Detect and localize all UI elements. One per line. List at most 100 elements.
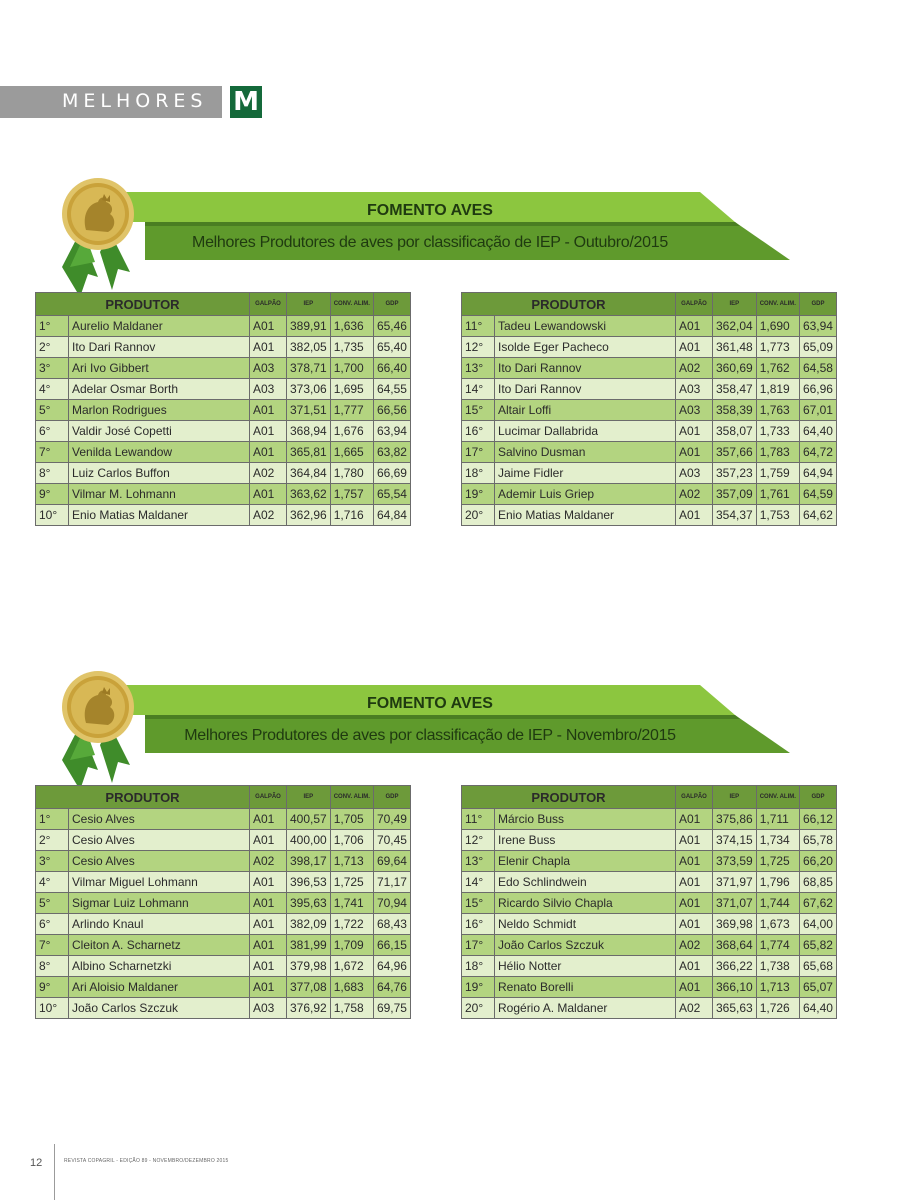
- col-galpao-header: GALPÃO: [675, 785, 713, 809]
- iep-value: 369,98: [712, 913, 757, 935]
- gdp-value: 70,94: [372, 892, 411, 914]
- conv-value: 1,796: [755, 871, 800, 893]
- table-row: 7° Venilda Lewandow A01 365,81 1,665 63,…: [35, 441, 411, 463]
- section-logo: M: [230, 86, 262, 118]
- rank-position: 2°: [35, 829, 69, 851]
- iep-value: 376,92: [286, 997, 331, 1019]
- table-header-row: PRODUTOR GALPÃO IEP CONV. ALIM. GDP: [35, 292, 411, 316]
- gdp-value: 66,15: [372, 934, 411, 956]
- table-row: 12° Isolde Eger Pacheco A01 361,48 1,773…: [461, 336, 837, 358]
- iep-value: 373,06: [286, 378, 331, 400]
- rank-position: 10°: [35, 504, 69, 526]
- producer-name: Arlindo Knaul: [68, 913, 250, 935]
- iep-value: 366,22: [712, 955, 757, 977]
- table-row: 4° Adelar Osmar Borth A03 373,06 1,695 6…: [35, 378, 411, 400]
- table-row: 2° Cesio Alves A01 400,00 1,706 70,45: [35, 829, 411, 851]
- rank-position: 9°: [35, 483, 69, 505]
- gdp-value: 64,00: [798, 913, 837, 935]
- rank-position: 15°: [461, 892, 495, 914]
- producer-name: João Carlos Szczuk: [494, 934, 676, 956]
- conv-value: 1,819: [755, 378, 800, 400]
- conv-value: 1,713: [755, 976, 800, 998]
- gdp-value: 65,40: [372, 336, 411, 358]
- rank-position: 5°: [35, 399, 69, 421]
- col-iep-header: IEP: [286, 292, 331, 316]
- producer-name: Altair Loffi: [494, 399, 676, 421]
- galpao-value: A01: [249, 336, 287, 358]
- conv-value: 1,733: [755, 420, 800, 442]
- galpao-value: A01: [249, 315, 287, 337]
- col-conv-header: CONV. ALIM.: [755, 292, 800, 316]
- rank-position: 7°: [35, 441, 69, 463]
- conv-value: 1,759: [755, 462, 800, 484]
- producer-name: Ito Dari Rannov: [68, 336, 250, 358]
- galpao-value: A01: [675, 976, 713, 998]
- iep-value: 379,98: [286, 955, 331, 977]
- rank-position: 8°: [35, 955, 69, 977]
- galpao-value: A01: [675, 871, 713, 893]
- rank-position: 20°: [461, 504, 495, 526]
- galpao-value: A01: [675, 955, 713, 977]
- galpao-value: A01: [675, 315, 713, 337]
- col-gdp-header: GDP: [798, 785, 837, 809]
- conv-value: 1,757: [329, 483, 374, 505]
- iep-value: 365,63: [712, 997, 757, 1019]
- table-row: 5° Marlon Rodrigues A01 371,51 1,777 66,…: [35, 399, 411, 421]
- producer-name: Elenir Chapla: [494, 850, 676, 872]
- galpao-value: A01: [249, 441, 287, 463]
- rank-position: 3°: [35, 357, 69, 379]
- col-galpao-header: GALPÃO: [675, 292, 713, 316]
- conv-value: 1,734: [755, 829, 800, 851]
- rank-position: 20°: [461, 997, 495, 1019]
- gdp-value: 68,85: [798, 871, 837, 893]
- col-conv-header: CONV. ALIM.: [329, 292, 374, 316]
- galpao-value: A01: [675, 850, 713, 872]
- table-row: 20° Enio Matias Maldaner A01 354,37 1,75…: [461, 504, 837, 526]
- ranking-table-right: PRODUTOR GALPÃO IEP CONV. ALIM. GDP 11° …: [461, 785, 837, 1019]
- col-gdp-header: GDP: [372, 292, 411, 316]
- table-row: 19° Ademir Luis Griep A02 357,09 1,761 6…: [461, 483, 837, 505]
- rank-position: 15°: [461, 399, 495, 421]
- rank-position: 18°: [461, 955, 495, 977]
- galpao-value: A01: [249, 892, 287, 914]
- rank-position: 3°: [35, 850, 69, 872]
- table-row: 6° Valdir José Copetti A01 368,94 1,676 …: [35, 420, 411, 442]
- gdp-value: 65,78: [798, 829, 837, 851]
- iep-value: 373,59: [712, 850, 757, 872]
- gdp-value: 66,96: [798, 378, 837, 400]
- table-row: 11° Márcio Buss A01 375,86 1,711 66,12: [461, 808, 837, 830]
- producer-name: Ari Ivo Gibbert: [68, 357, 250, 379]
- galpao-value: A03: [675, 462, 713, 484]
- rank-position: 11°: [461, 808, 495, 830]
- producer-name: Enio Matias Maldaner: [68, 504, 250, 526]
- rank-position: 6°: [35, 913, 69, 935]
- section-subtitle: Melhores Produtores de aves por classifi…: [184, 727, 676, 744]
- producer-name: Lucimar Dallabrida: [494, 420, 676, 442]
- rank-position: 12°: [461, 336, 495, 358]
- galpao-value: A01: [675, 892, 713, 914]
- col-gdp-header: GDP: [372, 785, 411, 809]
- banner-ribbon: [62, 671, 790, 790]
- rank-position: 14°: [461, 378, 495, 400]
- galpao-value: A01: [675, 808, 713, 830]
- iep-value: 382,09: [286, 913, 331, 935]
- iep-value: 377,08: [286, 976, 331, 998]
- galpao-value: A01: [249, 934, 287, 956]
- galpao-value: A01: [249, 808, 287, 830]
- table-row: 6° Arlindo Knaul A01 382,09 1,722 68,43: [35, 913, 411, 935]
- iep-value: 398,17: [286, 850, 331, 872]
- conv-value: 1,716: [329, 504, 374, 526]
- gdp-value: 64,40: [798, 997, 837, 1019]
- iep-value: 371,51: [286, 399, 331, 421]
- iep-value: 389,91: [286, 315, 331, 337]
- iep-value: 362,04: [712, 315, 757, 337]
- rank-position: 2°: [35, 336, 69, 358]
- table-row: 16° Neldo Schmidt A01 369,98 1,673 64,00: [461, 913, 837, 935]
- producer-name: Enio Matias Maldaner: [494, 504, 676, 526]
- table-row: 20° Rogério A. Maldaner A02 365,63 1,726…: [461, 997, 837, 1019]
- rank-position: 16°: [461, 420, 495, 442]
- rank-position: 16°: [461, 913, 495, 935]
- conv-value: 1,725: [755, 850, 800, 872]
- rank-position: 1°: [35, 315, 69, 337]
- galpao-value: A01: [249, 399, 287, 421]
